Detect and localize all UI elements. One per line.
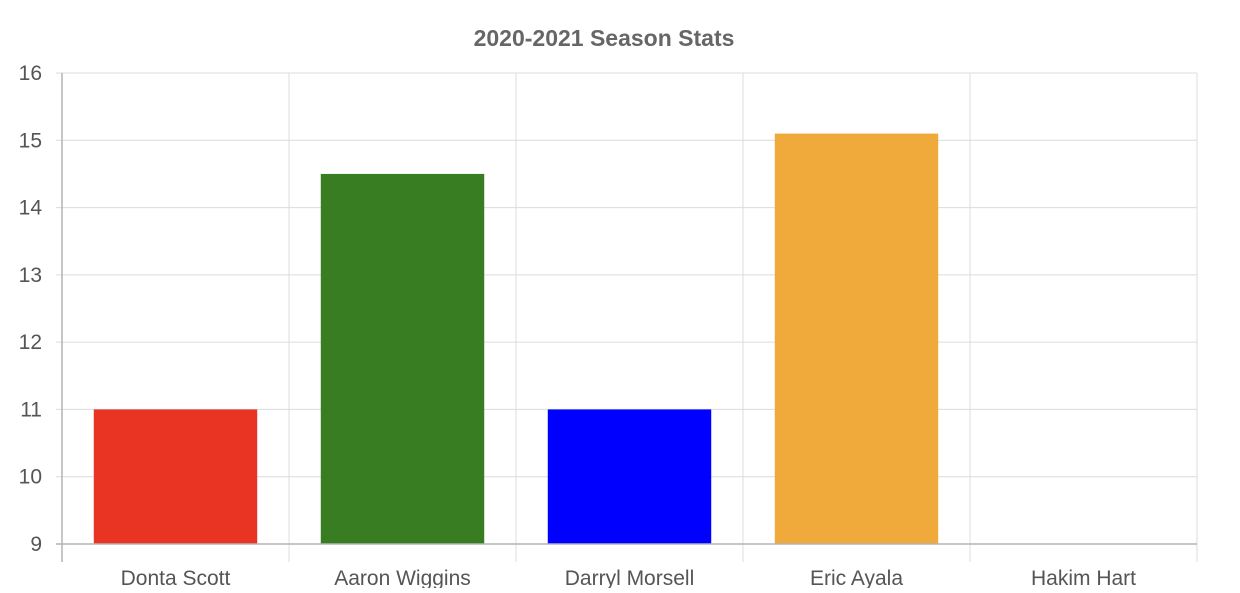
x-tick-label: Donta Scott [121, 567, 231, 588]
x-axis-tick-labels: Donta Scott Aaron Wiggins Darryl Morsell Er… [121, 567, 1137, 590]
y-tick-label: 14 [19, 197, 43, 220]
bars [93, 133, 939, 545]
y-tick-label: 11 [20, 398, 42, 421]
bar[interactable] [93, 409, 258, 544]
x-tick-label: Aaron Wiggins [334, 567, 471, 588]
y-tick-label: 12 [19, 331, 42, 354]
y-tick-label: 15 [19, 129, 42, 152]
y-tick-label: 9 [30, 533, 42, 556]
x-tick-label: Hakim Hart [1031, 567, 1136, 588]
y-axis-tick-labels: 9 10 11 12 13 14 15 16 [19, 62, 43, 556]
y-tick-label: 10 [19, 466, 42, 489]
chart-title: 2020-2021 Season Stats [474, 25, 735, 51]
bar[interactable] [320, 173, 485, 544]
x-tick-label: Darryl Morsell [565, 567, 695, 588]
y-tick-label: 16 [19, 62, 42, 85]
y-tick-label: 13 [19, 264, 42, 287]
axes [56, 73, 1197, 562]
x-tick-label: Eric Ayala [810, 567, 903, 588]
bar[interactable] [547, 409, 712, 544]
bar[interactable] [774, 133, 939, 545]
